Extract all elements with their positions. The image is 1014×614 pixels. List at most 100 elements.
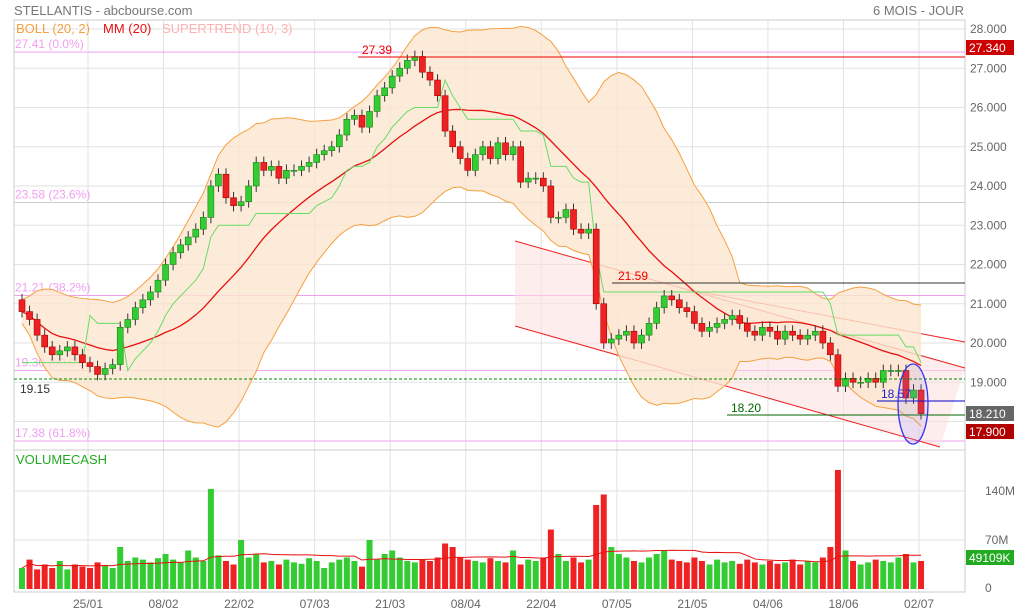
- volume-bar: [298, 563, 305, 589]
- candle-body: [320, 150, 328, 155]
- candle-body: [366, 111, 373, 128]
- candle-body: [132, 307, 139, 320]
- candle-body: [86, 362, 94, 367]
- candle-body: [675, 299, 683, 308]
- y-tick-label: 23.000: [970, 218, 1007, 232]
- candle-body: [124, 319, 132, 328]
- y-tick-label: 19.000: [970, 375, 1007, 389]
- volume-bar: [661, 550, 668, 589]
- volume-bar: [132, 557, 139, 589]
- volume-bar: [729, 561, 736, 589]
- moving-average-20: [21, 108, 922, 367]
- candle-body: [562, 209, 570, 218]
- volume-bar: [630, 561, 637, 589]
- y-tick-label: 26.000: [970, 101, 1007, 115]
- candle-body: [917, 389, 925, 414]
- volume-bar: [706, 564, 713, 589]
- candle-body: [517, 146, 524, 183]
- volume-bar: [774, 563, 781, 589]
- candle-body: [290, 170, 298, 172]
- period-label[interactable]: 6 MOIS - JOUR: [872, 3, 964, 18]
- volume-bar: [464, 559, 471, 589]
- blue-label: 18.57: [881, 387, 911, 401]
- volume-bar: [449, 547, 456, 589]
- volume-bar: [918, 561, 925, 589]
- supertrend-line: [22, 78, 922, 372]
- volume-bar: [215, 555, 222, 589]
- candle-body: [328, 146, 336, 151]
- volume-bar: [457, 557, 464, 589]
- volume-bar: [230, 564, 237, 589]
- volume-bar: [850, 561, 857, 589]
- candle-body: [260, 162, 268, 171]
- volume-bar: [623, 557, 630, 589]
- candle-body: [245, 185, 252, 202]
- volume-bar: [638, 562, 645, 589]
- volume-bar: [177, 562, 184, 589]
- x-tick-label: 18/06: [828, 597, 858, 611]
- candle-body: [600, 303, 608, 344]
- candle-body: [434, 79, 441, 97]
- volume-bar: [782, 562, 789, 589]
- candle-body: [162, 264, 169, 281]
- candle-body: [781, 330, 789, 340]
- candle-body: [819, 330, 827, 344]
- volume-bar: [895, 557, 902, 589]
- volume-bar: [404, 561, 411, 589]
- volume-badge: 49109K: [969, 551, 1010, 565]
- volume-bar: [857, 564, 864, 589]
- volume-bar: [615, 554, 622, 589]
- candle-body: [426, 71, 434, 81]
- low-price-badge-bg: [966, 424, 1014, 439]
- candle-body: [668, 295, 676, 301]
- volume-bar: [585, 559, 592, 589]
- dashed-label: 19.15: [20, 382, 50, 396]
- fib-label: 27.41 (0.0%): [15, 37, 84, 51]
- candle-body: [721, 319, 728, 324]
- candle-body: [910, 389, 917, 399]
- x-tick-label: 04/06: [753, 597, 783, 611]
- volume-bar: [887, 562, 894, 589]
- candle-body: [116, 326, 124, 365]
- volume-bar: [139, 559, 146, 589]
- candle-body: [154, 279, 162, 293]
- candle-body: [184, 236, 192, 246]
- volume-bar: [49, 568, 56, 589]
- candle-body: [441, 95, 449, 132]
- candle-body: [902, 370, 910, 399]
- x-tick-label: 22/02: [224, 597, 254, 611]
- volume-bar: [472, 561, 479, 589]
- volume-bar: [162, 554, 169, 589]
- volume-bar: [827, 547, 834, 589]
- volume-bar: [736, 563, 743, 589]
- legend-mm: MM (20): [103, 21, 152, 36]
- candle-body: [524, 177, 532, 183]
- volume-bar: [555, 554, 562, 589]
- candle-body: [381, 87, 388, 97]
- candle-body: [56, 350, 64, 356]
- candle-body: [41, 334, 48, 348]
- candle-body: [343, 118, 351, 136]
- y-tick-label: 22.000: [970, 258, 1007, 272]
- volume-bar: [192, 557, 199, 589]
- volume-bar: [494, 561, 501, 589]
- volume-bar: [834, 470, 841, 589]
- x-tick-label: 07/03: [300, 597, 330, 611]
- volume-bar: [487, 558, 494, 589]
- candle-body: [849, 378, 857, 383]
- volume-bar: [26, 559, 33, 589]
- candle-body: [638, 334, 645, 344]
- volume-bar: [547, 529, 554, 589]
- volume-bar: [698, 561, 705, 589]
- volume-bar: [819, 557, 826, 589]
- candle-body: [879, 370, 887, 383]
- legend-boll: BOLL (20, 2): [16, 21, 90, 36]
- volume-bar: [517, 564, 524, 589]
- candle-body: [577, 228, 585, 234]
- volume-tick-label: 0: [985, 581, 992, 595]
- candle-body: [864, 378, 872, 383]
- candle-body: [728, 315, 736, 320]
- x-tick-label: 22/04: [526, 597, 556, 611]
- volume-bar: [147, 562, 154, 589]
